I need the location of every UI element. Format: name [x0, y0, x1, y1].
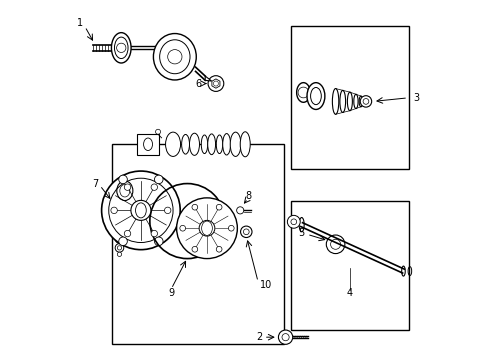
Ellipse shape [207, 134, 215, 155]
Circle shape [236, 207, 244, 214]
Circle shape [124, 230, 130, 237]
Circle shape [119, 237, 127, 246]
Text: 3: 3 [412, 93, 418, 103]
Circle shape [102, 171, 180, 249]
Circle shape [360, 96, 371, 107]
Circle shape [164, 207, 171, 213]
Circle shape [117, 252, 122, 256]
Text: 8: 8 [244, 191, 251, 201]
Bar [137, 134, 159, 155]
Ellipse shape [353, 94, 357, 109]
Circle shape [180, 225, 185, 231]
Ellipse shape [111, 33, 131, 63]
Circle shape [176, 198, 237, 258]
Ellipse shape [216, 135, 222, 154]
Circle shape [216, 246, 222, 252]
Ellipse shape [222, 134, 230, 155]
Text: 4: 4 [346, 288, 352, 297]
Circle shape [325, 235, 344, 253]
Circle shape [154, 237, 163, 246]
Circle shape [154, 175, 163, 184]
Ellipse shape [153, 33, 196, 80]
Ellipse shape [332, 89, 338, 114]
Circle shape [287, 215, 300, 228]
Text: 1: 1 [77, 18, 83, 28]
Bar [290, 26, 408, 169]
Circle shape [115, 235, 123, 243]
Circle shape [131, 201, 151, 220]
Circle shape [207, 76, 224, 91]
Text: 9: 9 [168, 288, 174, 297]
Ellipse shape [117, 181, 133, 201]
Ellipse shape [189, 133, 199, 156]
Ellipse shape [165, 132, 180, 157]
Circle shape [151, 230, 157, 237]
Circle shape [111, 207, 117, 213]
Text: 6: 6 [195, 78, 201, 89]
Circle shape [151, 184, 157, 190]
Circle shape [216, 204, 222, 210]
Circle shape [115, 244, 123, 252]
Circle shape [119, 175, 127, 184]
Polygon shape [205, 76, 211, 81]
Circle shape [192, 204, 197, 210]
Bar [112, 144, 283, 344]
Text: 2: 2 [256, 332, 262, 342]
Ellipse shape [346, 92, 352, 111]
Ellipse shape [299, 217, 304, 232]
Circle shape [117, 243, 122, 248]
Bar [290, 202, 408, 330]
Ellipse shape [401, 266, 405, 276]
Ellipse shape [358, 96, 362, 107]
Circle shape [155, 129, 160, 134]
Circle shape [240, 226, 251, 238]
Ellipse shape [306, 83, 324, 109]
Ellipse shape [339, 90, 345, 112]
Text: 7: 7 [92, 179, 98, 189]
Circle shape [228, 225, 234, 231]
Text: 10: 10 [259, 280, 271, 291]
Circle shape [199, 220, 214, 236]
Ellipse shape [181, 134, 189, 154]
Ellipse shape [230, 132, 241, 157]
Circle shape [192, 246, 197, 252]
Text: 5: 5 [298, 228, 304, 238]
Circle shape [278, 330, 292, 344]
Ellipse shape [240, 132, 250, 157]
Circle shape [124, 184, 130, 190]
Ellipse shape [201, 135, 207, 154]
